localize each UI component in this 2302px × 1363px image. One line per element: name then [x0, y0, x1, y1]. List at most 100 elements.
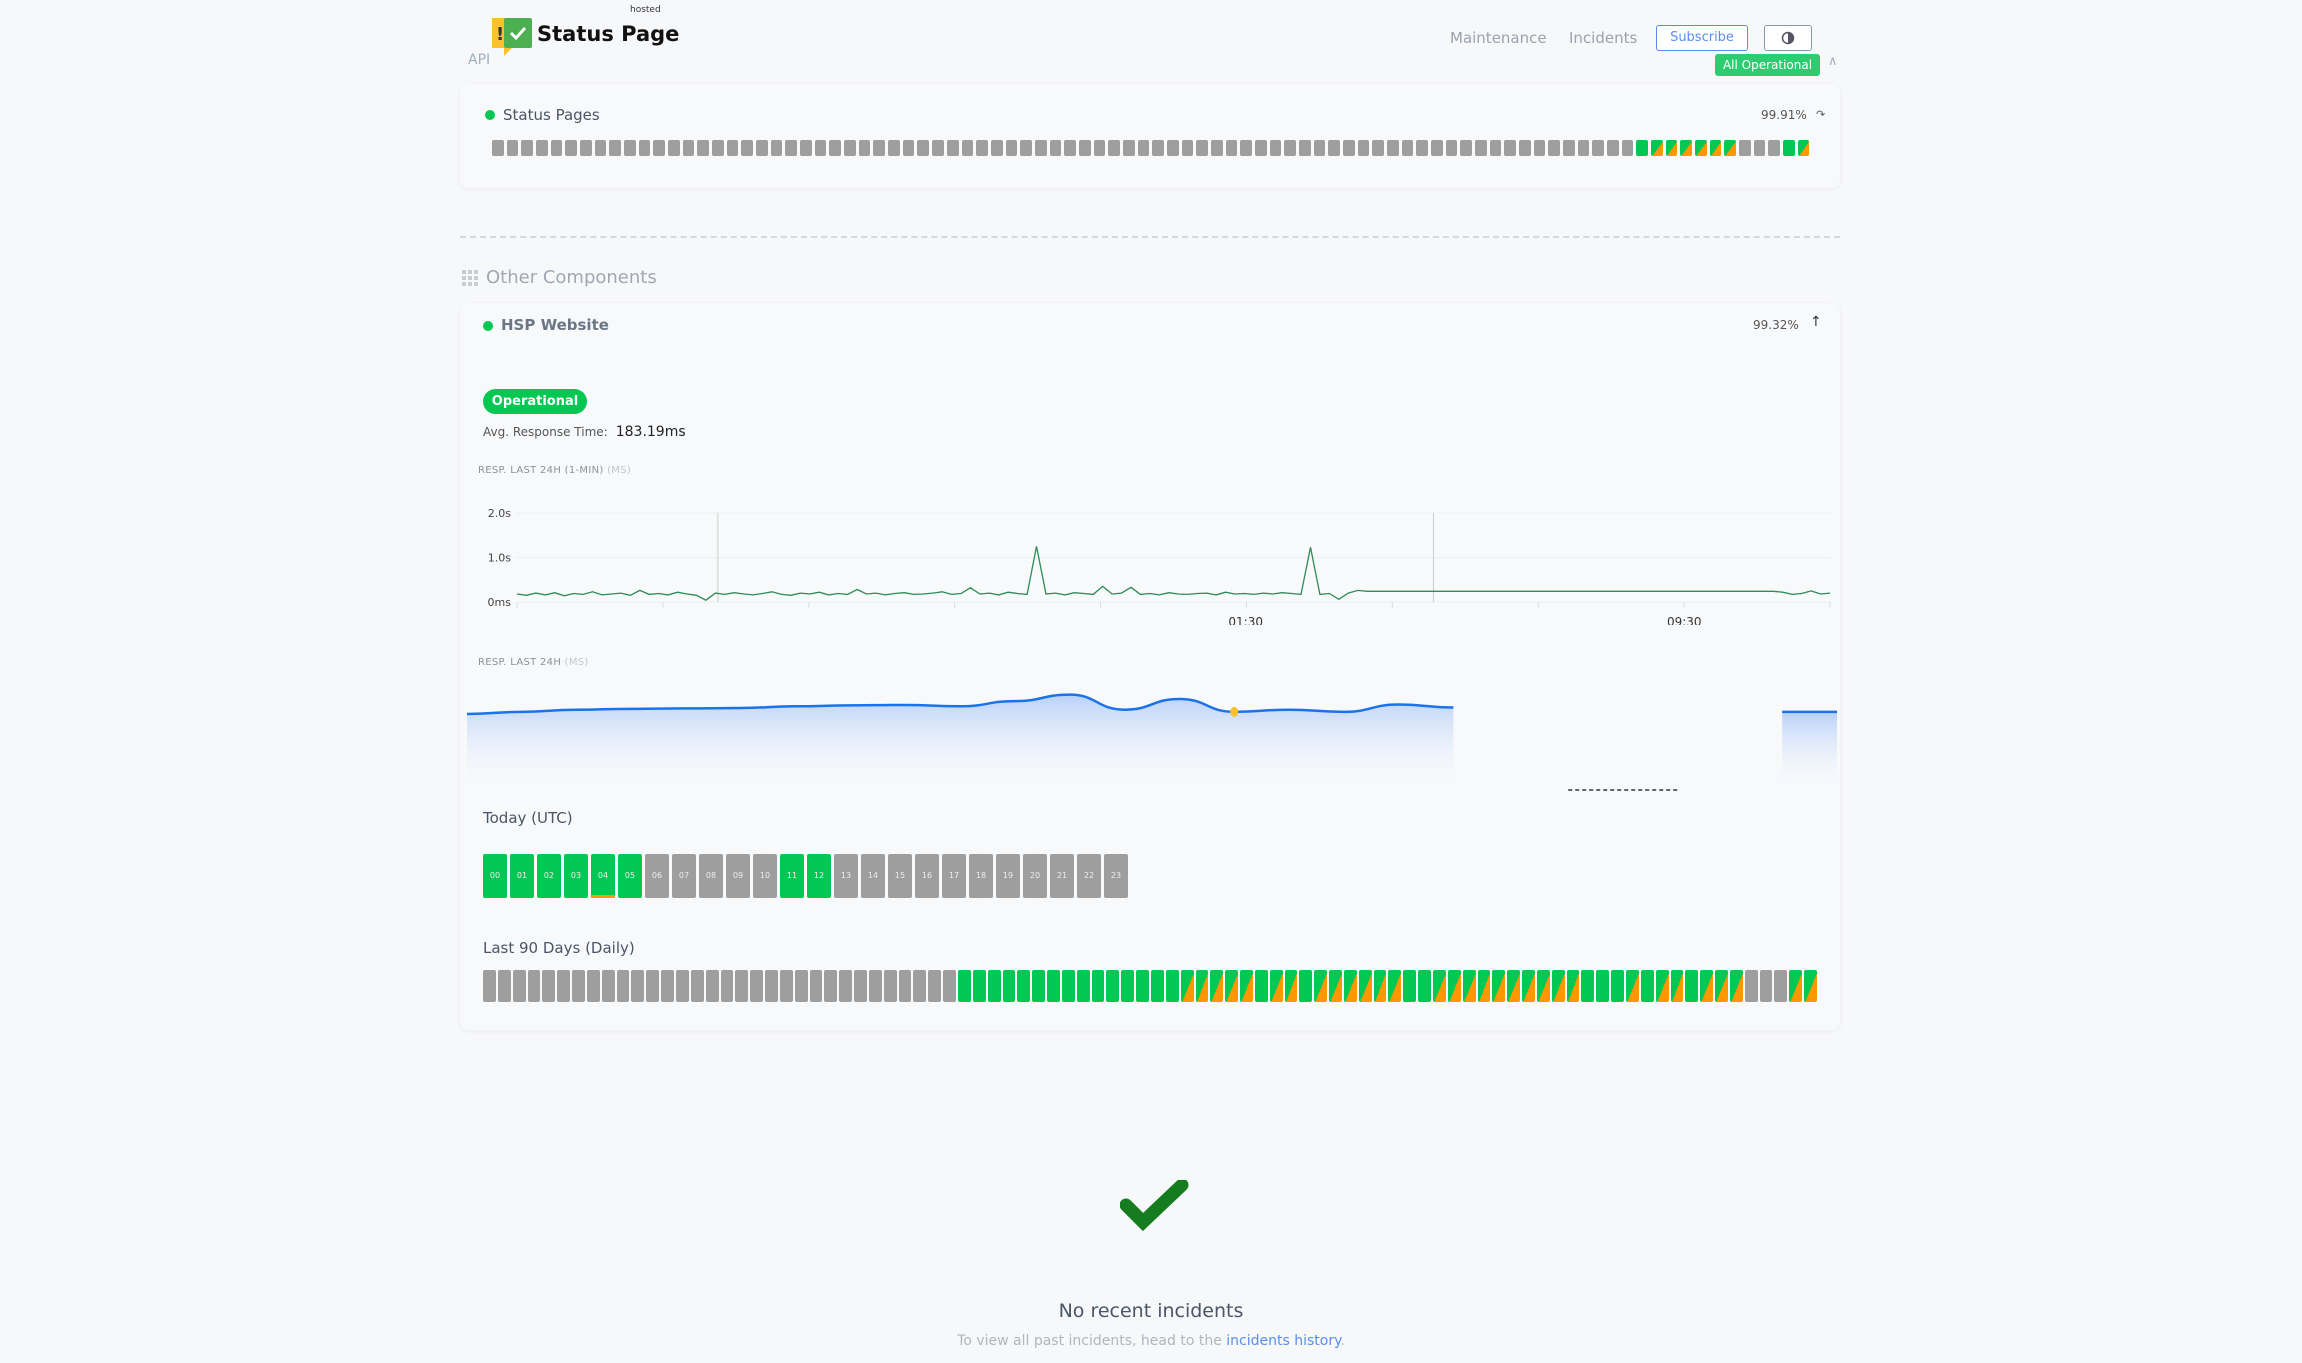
day-bar[interactable]	[976, 140, 988, 156]
day-bar[interactable]	[1431, 140, 1443, 156]
day-bar[interactable]	[565, 140, 578, 156]
day-bar[interactable]	[844, 140, 856, 156]
day-bar[interactable]	[1700, 970, 1714, 1002]
day-bar[interactable]	[712, 140, 724, 156]
hour-bar[interactable]: 12	[807, 854, 831, 898]
day-bar[interactable]	[1313, 140, 1326, 156]
day-bar[interactable]	[839, 970, 853, 1002]
hour-bar[interactable]: 02	[537, 854, 561, 898]
response-time-chart[interactable]: 2.0s 1.0s 0ms 01:30 09:30	[470, 495, 1840, 625]
day-bar[interactable]	[932, 140, 944, 156]
nav-incidents[interactable]: Incidents	[1569, 29, 1638, 47]
day-bar[interactable]	[854, 970, 867, 1002]
logo-text[interactable]: Status Page	[537, 22, 680, 46]
day-bar[interactable]	[1064, 140, 1076, 156]
refresh-icon[interactable]: ↷	[1816, 108, 1826, 121]
day-bar[interactable]	[483, 970, 496, 1002]
day-bar[interactable]	[829, 140, 842, 156]
day-bar[interactable]	[1724, 140, 1737, 156]
day-bar[interactable]	[800, 140, 812, 156]
day-bar[interactable]	[668, 140, 680, 156]
day-bar[interactable]	[601, 970, 615, 1002]
day-bar[interactable]	[1492, 970, 1506, 1002]
day-bar[interactable]	[1254, 140, 1267, 156]
day-bar[interactable]	[1032, 970, 1046, 1002]
day-bar[interactable]	[1078, 140, 1091, 156]
day-bar[interactable]	[1210, 970, 1224, 1002]
day-bar[interactable]	[572, 970, 585, 1002]
day-bar[interactable]	[580, 140, 592, 156]
day-bar[interactable]	[1020, 140, 1032, 156]
day-bar[interactable]	[1269, 140, 1282, 156]
day-bar[interactable]	[888, 140, 900, 156]
day-bar[interactable]	[631, 970, 645, 1002]
day-bar[interactable]	[913, 970, 927, 1002]
day-bar[interactable]	[1418, 970, 1431, 1002]
day-bar[interactable]	[1165, 970, 1179, 1002]
day-bar[interactable]	[1106, 970, 1120, 1002]
day-bar[interactable]	[902, 140, 915, 156]
day-bar[interactable]	[1093, 140, 1106, 156]
day-bar[interactable]	[1225, 970, 1239, 1002]
day-bar[interactable]	[550, 140, 563, 156]
nav-maintenance[interactable]: Maintenance	[1450, 29, 1547, 47]
day-bar[interactable]	[972, 970, 986, 1002]
day-bar[interactable]	[506, 140, 519, 156]
day-bar[interactable]	[943, 970, 956, 1002]
day-bar[interactable]	[824, 970, 838, 1002]
day-bar[interactable]	[750, 970, 764, 1002]
day-bar[interactable]	[1774, 970, 1788, 1002]
day-bar[interactable]	[1240, 970, 1253, 1002]
logo-icon[interactable]: !	[492, 18, 532, 56]
theme-toggle-button[interactable]	[1764, 25, 1812, 51]
day-bar[interactable]	[527, 970, 541, 1002]
day-bar[interactable]	[1789, 970, 1803, 1002]
day-bar[interactable]	[609, 140, 622, 156]
day-bar[interactable]	[1715, 970, 1728, 1002]
day-bar[interactable]	[1551, 970, 1565, 1002]
day-bar[interactable]	[653, 140, 666, 156]
day-bar[interactable]	[1433, 970, 1446, 1002]
day-bar[interactable]	[726, 140, 739, 156]
day-bar[interactable]	[1108, 140, 1120, 156]
day-bar[interactable]	[741, 140, 754, 156]
day-bar[interactable]	[1386, 140, 1399, 156]
hour-bar[interactable]: 10	[753, 854, 777, 898]
day-bar[interactable]	[492, 140, 504, 156]
day-bar[interactable]	[1122, 140, 1135, 156]
response-area-chart[interactable]	[467, 690, 1837, 800]
day-bar[interactable]	[1592, 140, 1605, 156]
day-bar[interactable]	[646, 970, 660, 1002]
day-bar[interactable]	[1655, 970, 1669, 1002]
day-bar[interactable]	[690, 970, 704, 1002]
day-bar[interactable]	[682, 140, 695, 156]
day-bar[interactable]	[794, 970, 808, 1002]
day-bar[interactable]	[735, 970, 749, 1002]
hour-bar[interactable]: 15	[888, 854, 912, 898]
day-bar[interactable]	[1401, 140, 1414, 156]
day-bar[interactable]	[1342, 140, 1355, 156]
hour-bar[interactable]: 01	[510, 854, 534, 898]
hour-bar[interactable]: 09	[726, 854, 750, 898]
day-bar[interactable]	[1611, 970, 1624, 1002]
day-bar[interactable]	[990, 140, 1003, 156]
incidents-history-link[interactable]: incidents history	[1226, 1333, 1341, 1349]
day-bar[interactable]	[1489, 140, 1502, 156]
day-bar[interactable]	[1298, 140, 1311, 156]
day-bar[interactable]	[1152, 140, 1164, 156]
hour-bar[interactable]: 21	[1050, 854, 1074, 898]
day-bar[interactable]	[1729, 970, 1743, 1002]
day-bar[interactable]	[1372, 140, 1384, 156]
day-bar[interactable]	[1343, 970, 1357, 1002]
day-bar[interactable]	[1017, 970, 1031, 1002]
day-bar[interactable]	[1759, 970, 1773, 1002]
day-bar[interactable]	[1477, 970, 1491, 1002]
day-bar[interactable]	[1507, 970, 1521, 1002]
day-bar[interactable]	[1670, 970, 1684, 1002]
day-bar[interactable]	[1462, 970, 1476, 1002]
day-bar[interactable]	[1358, 970, 1372, 1002]
day-bar[interactable]	[765, 970, 778, 1002]
day-bar[interactable]	[1596, 970, 1610, 1002]
hour-bar[interactable]: 06	[645, 854, 669, 898]
chevron-up-icon[interactable]: ∧	[1828, 54, 1838, 69]
